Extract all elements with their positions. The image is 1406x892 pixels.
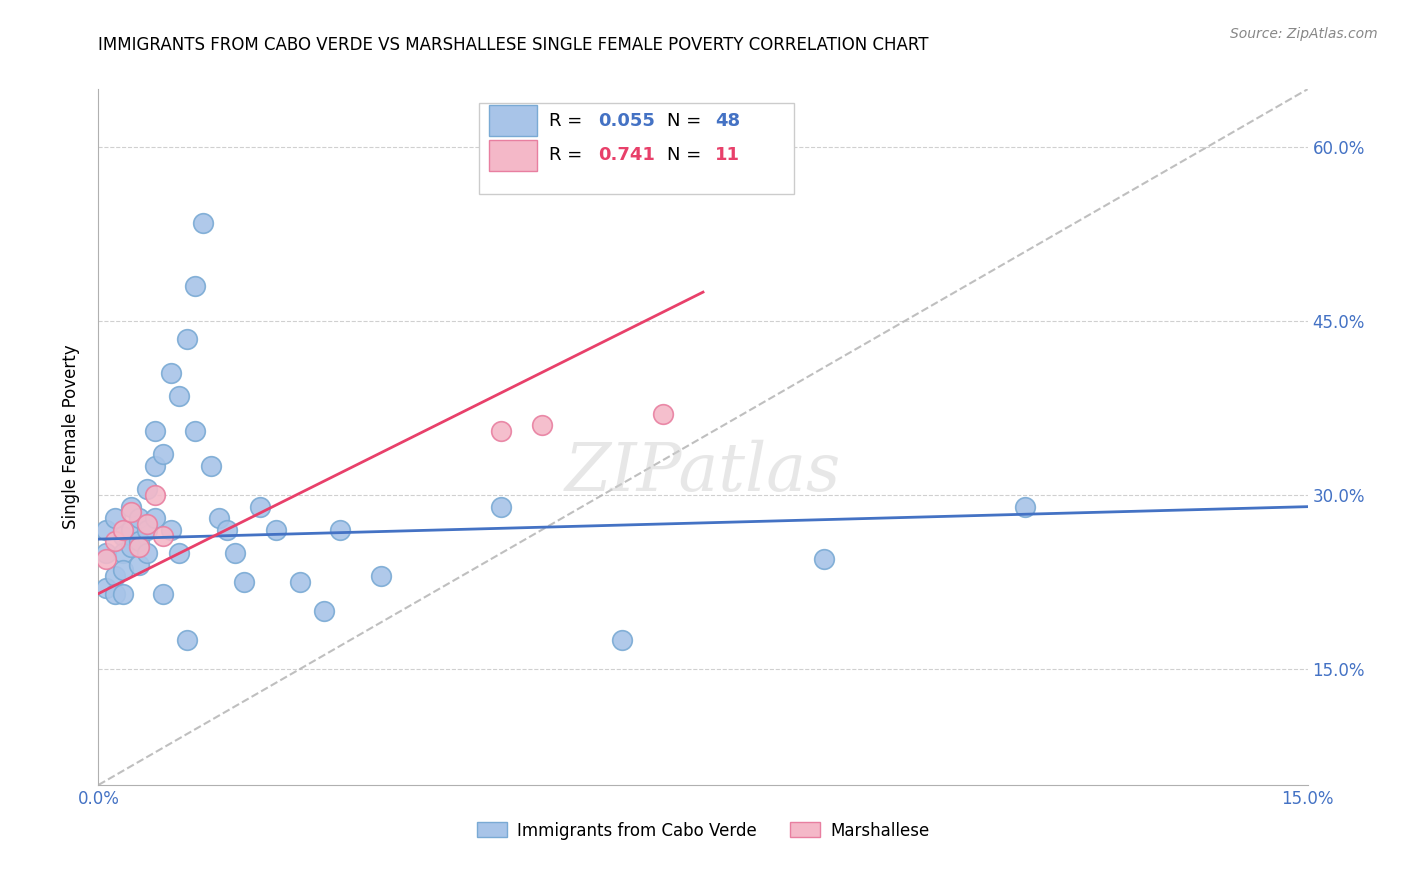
Point xyxy=(184,425,207,439)
FancyBboxPatch shape xyxy=(479,103,793,194)
Point xyxy=(200,458,222,473)
Point xyxy=(176,332,198,346)
Point xyxy=(103,569,125,583)
Point xyxy=(135,482,157,496)
Point xyxy=(128,511,150,525)
Point xyxy=(813,551,835,566)
Point xyxy=(167,546,190,560)
Point xyxy=(128,558,150,572)
Point xyxy=(224,546,246,560)
Text: Source: ZipAtlas.com: Source: ZipAtlas.com xyxy=(1230,27,1378,41)
Point xyxy=(143,488,166,502)
Point xyxy=(143,511,166,525)
Text: ZIPatlas: ZIPatlas xyxy=(565,439,841,505)
Point xyxy=(208,511,231,525)
Point xyxy=(111,546,134,560)
Point xyxy=(176,633,198,648)
Point xyxy=(314,604,336,618)
Text: IMMIGRANTS FROM CABO VERDE VS MARSHALLESE SINGLE FEMALE POVERTY CORRELATION CHAR: IMMIGRANTS FROM CABO VERDE VS MARSHALLES… xyxy=(98,36,929,54)
Point xyxy=(651,407,673,421)
Text: 0.741: 0.741 xyxy=(598,146,655,164)
Point xyxy=(530,418,553,433)
Text: N =: N = xyxy=(666,146,707,164)
Point xyxy=(111,587,134,601)
Point xyxy=(96,546,118,560)
Point xyxy=(232,574,254,589)
Point xyxy=(193,215,215,229)
Point xyxy=(143,425,166,439)
Point xyxy=(120,500,142,514)
Point xyxy=(120,505,142,519)
Point xyxy=(111,523,134,537)
Point xyxy=(135,546,157,560)
Point xyxy=(103,511,125,525)
Point xyxy=(111,564,134,578)
Point xyxy=(264,523,287,537)
Point xyxy=(491,425,513,439)
Point xyxy=(612,633,634,648)
Point xyxy=(128,534,150,549)
Point xyxy=(370,569,392,583)
Text: 48: 48 xyxy=(716,112,740,129)
Point xyxy=(491,500,513,514)
Point xyxy=(288,574,311,589)
Point xyxy=(103,534,125,549)
Point xyxy=(167,389,190,403)
Text: R =: R = xyxy=(550,146,589,164)
Point xyxy=(184,279,207,293)
Point xyxy=(249,500,271,514)
Point xyxy=(217,523,239,537)
Point xyxy=(160,523,183,537)
Point xyxy=(96,581,118,595)
Point xyxy=(96,551,118,566)
Point xyxy=(152,587,174,601)
Point xyxy=(135,516,157,531)
Point xyxy=(111,528,134,542)
Text: 0.055: 0.055 xyxy=(598,112,655,129)
Legend: Immigrants from Cabo Verde, Marshallese: Immigrants from Cabo Verde, Marshallese xyxy=(470,815,936,847)
Point xyxy=(96,523,118,537)
Point xyxy=(103,587,125,601)
Point xyxy=(135,523,157,537)
Text: N =: N = xyxy=(666,112,707,129)
Point xyxy=(128,540,150,554)
Text: 11: 11 xyxy=(716,146,740,164)
Point xyxy=(143,458,166,473)
Point xyxy=(160,366,183,380)
Y-axis label: Single Female Poverty: Single Female Poverty xyxy=(62,345,80,529)
Point xyxy=(1014,500,1036,514)
Point xyxy=(329,523,352,537)
FancyBboxPatch shape xyxy=(489,105,537,136)
Point xyxy=(120,540,142,554)
Point xyxy=(152,528,174,542)
FancyBboxPatch shape xyxy=(489,140,537,171)
Point xyxy=(120,523,142,537)
Text: R =: R = xyxy=(550,112,589,129)
Point xyxy=(152,447,174,462)
